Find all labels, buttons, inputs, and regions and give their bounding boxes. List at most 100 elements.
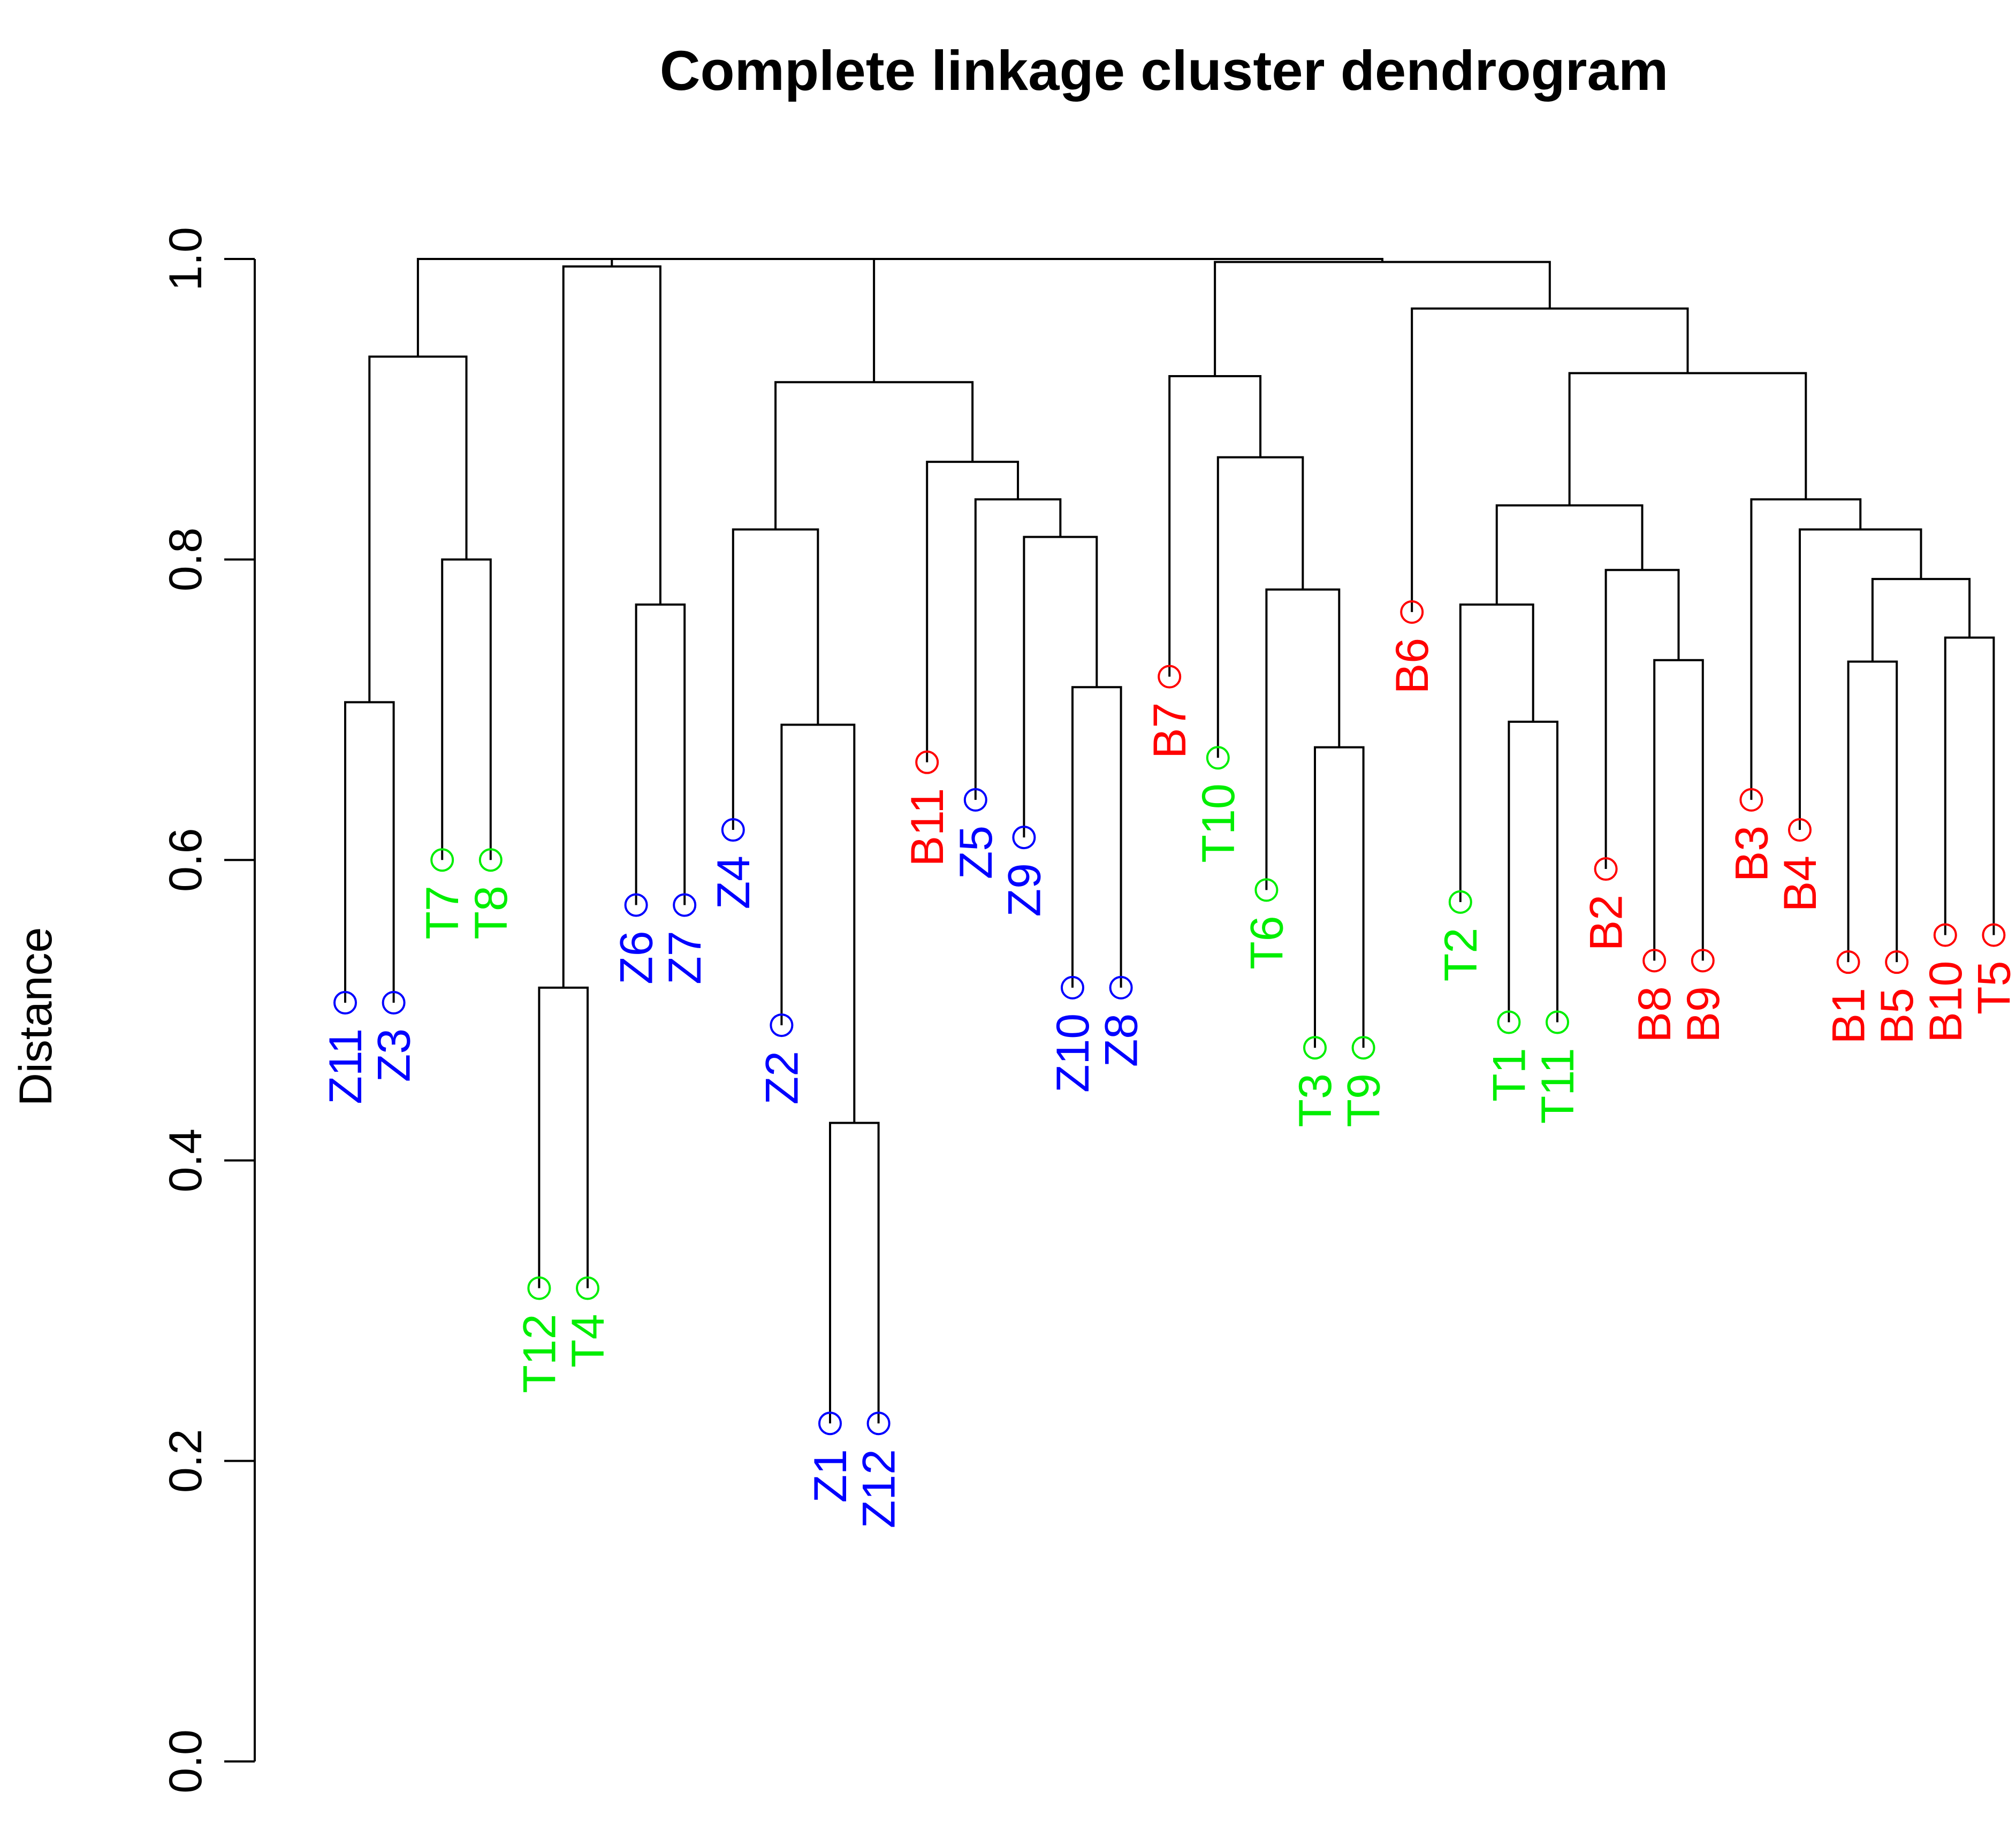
y-tick-label: 0.4 <box>160 1128 211 1193</box>
y-tick-label: 0.8 <box>160 528 211 592</box>
leaf-label: Z5 <box>950 826 1002 879</box>
dendrogram-link <box>1799 528 1922 830</box>
leaf-label: Z12 <box>854 1449 905 1528</box>
leaf-marker <box>915 750 939 774</box>
leaf-marker <box>478 848 503 872</box>
leaf-marker <box>1254 878 1279 902</box>
leaf-marker <box>624 893 648 917</box>
leaf-marker <box>1836 950 1860 974</box>
leaf-marker <box>527 1276 551 1300</box>
dendrogram-link <box>1314 746 1365 1048</box>
leaf-marker <box>770 1013 794 1037</box>
y-tick-label: 0.6 <box>160 828 211 892</box>
leaf-marker <box>333 990 357 1014</box>
leaf-marker <box>1739 788 1763 812</box>
leaf-label: T3 <box>1290 1073 1341 1127</box>
dendrogram-link <box>1847 660 1898 963</box>
leaf-marker <box>1012 826 1036 850</box>
dendrogram-link <box>774 381 974 530</box>
dendrogram-link <box>829 1122 880 1424</box>
leaf-marker <box>1546 1010 1569 1034</box>
leaf-label: Z10 <box>1047 1013 1099 1093</box>
leaf-label: B7 <box>1144 703 1196 759</box>
leaf-label: T10 <box>1193 783 1244 863</box>
leaf-label: T8 <box>466 886 517 939</box>
leaf-marker <box>1158 665 1182 689</box>
leaf-marker <box>1933 923 1957 947</box>
chart-title: Complete linkage cluster dendrogram <box>660 40 1669 102</box>
leaf-label: Z7 <box>659 930 711 984</box>
leaf-marker <box>673 893 697 917</box>
leaf-label: T11 <box>1532 1048 1584 1124</box>
dendrogram-link <box>441 558 492 860</box>
leaf-marker <box>1594 857 1618 881</box>
leaf-label: B3 <box>1726 826 1777 882</box>
leaf-label: Z4 <box>708 856 759 909</box>
leaf-label: Z3 <box>369 1028 420 1082</box>
leaf-label: Z11 <box>320 1028 371 1104</box>
y-tick-label: 0.0 <box>160 1729 211 1794</box>
dendrogram-link <box>1168 375 1262 677</box>
dendrogram-link <box>1265 588 1341 890</box>
leaf-marker <box>1642 949 1667 973</box>
dendrogram-link <box>1568 372 1807 506</box>
dendrogram-link <box>562 265 661 988</box>
leaf-marker <box>1206 746 1230 770</box>
dendrogram-link <box>1214 261 1551 377</box>
dendrogram-link <box>1459 603 1534 902</box>
leaf-marker <box>1788 818 1812 842</box>
leaf-marker <box>1497 1010 1521 1034</box>
dendrogram-link <box>538 986 589 1288</box>
leaf-label: B1 <box>1823 988 1875 1044</box>
leaf-label: Z8 <box>1096 1013 1147 1067</box>
leaf-marker <box>1448 890 1472 914</box>
dendrogram-link <box>1411 307 1689 612</box>
leaf-label: Z2 <box>756 1051 808 1104</box>
y-axis: 0.0 0.2 0.4 0.6 0.8 1.0 <box>160 227 256 1794</box>
leaf-label: B6 <box>1387 638 1438 694</box>
leaf-marker <box>1885 950 1909 974</box>
dendrogram-link <box>635 603 686 905</box>
dendrogram-links <box>344 258 1995 1424</box>
leaf-marker <box>818 1412 842 1436</box>
dendrogram-link <box>1495 504 1644 605</box>
dendrogram-link <box>1604 569 1680 869</box>
leaf-label: B4 <box>1775 856 1826 912</box>
leaf-label: Z9 <box>999 863 1050 917</box>
leaf-label: B2 <box>1581 895 1632 951</box>
leaf-marker <box>430 848 454 872</box>
leaf-label: T7 <box>417 886 468 939</box>
dendrogram-link <box>1508 720 1558 1023</box>
leaf-label: T12 <box>514 1314 565 1393</box>
dendrogram-link <box>732 528 819 830</box>
leaf-marker <box>1061 975 1084 1000</box>
dendrogram-link <box>873 258 1383 383</box>
leaf-marker <box>576 1276 599 1300</box>
leaf-marker <box>1109 975 1133 1000</box>
leaf-label: T1 <box>1484 1048 1535 1101</box>
dendrogram-link <box>416 258 870 357</box>
leaf-label: Z6 <box>611 930 663 984</box>
leaf-label: B10 <box>1920 961 1972 1043</box>
leaf-label: T2 <box>1435 928 1487 981</box>
leaf-label: T6 <box>1241 916 1292 969</box>
dendrogram-link <box>1944 636 1995 935</box>
dendrogram-link <box>1071 686 1122 988</box>
leaf-marker <box>963 788 987 812</box>
leaf-marker <box>1351 1036 1375 1060</box>
dendrogram-link <box>926 461 1020 762</box>
leaf-label: T5 <box>1968 961 2016 1014</box>
leaf-label: Z1 <box>805 1449 856 1502</box>
leaf-label: T4 <box>562 1314 614 1367</box>
dendrogram-link <box>1750 498 1862 800</box>
leaf-marker <box>866 1412 891 1436</box>
dendrogram-link <box>1653 659 1704 961</box>
dendrogram-link <box>368 355 468 703</box>
leaf-marker <box>721 818 745 842</box>
y-tick-label: 1.0 <box>160 227 211 291</box>
leaf-marker <box>1982 923 2006 947</box>
leaf-label: B5 <box>1872 988 1923 1044</box>
leaf-marker <box>1303 1036 1327 1060</box>
